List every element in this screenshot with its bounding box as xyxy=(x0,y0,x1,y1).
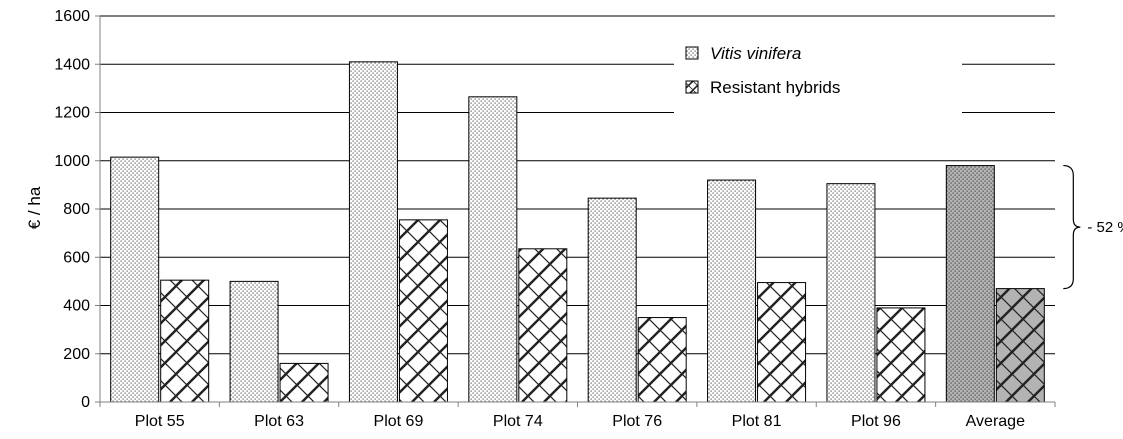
y-tick-label-800: 800 xyxy=(63,201,90,218)
y-axis-title: € / ha xyxy=(25,186,44,229)
legend-swatch-resistant-hybrids xyxy=(685,80,699,94)
legend-background xyxy=(674,30,962,120)
difference-annotation: - 52 % xyxy=(1063,164,1123,290)
y-tick-label-1400: 1400 xyxy=(54,56,90,73)
bar-resistant-hybrids-plot-76 xyxy=(637,317,687,403)
bar-resistant-hybrids-average xyxy=(995,288,1045,403)
bar-resistant-hybrids-plot-96 xyxy=(876,307,926,403)
bar-vitis-vinifera-plot-69 xyxy=(348,61,398,403)
legend-swatch-vitis-vinifera xyxy=(685,46,699,60)
x-tick-label-plot-96: Plot 96 xyxy=(851,413,901,430)
x-tick-labels: Plot 55 Plot 63 Plot 69 Plot 74 Plot 76 Plot … xyxy=(135,413,1025,430)
x-tick-label-plot-74: Plot 74 xyxy=(493,413,543,430)
bar-vitis-vinifera-average xyxy=(945,165,995,403)
y-tick-label-600: 600 xyxy=(63,249,90,266)
x-tick-label-plot-69: Plot 69 xyxy=(374,413,424,430)
bar-vitis-vinifera-plot-74 xyxy=(468,96,518,403)
y-tick-label-0: 0 xyxy=(81,394,90,411)
bar-resistant-hybrids-plot-63 xyxy=(279,362,329,403)
legend-label-resistant-hybrids: Resistant hybrids xyxy=(710,78,840,97)
bar-resistant-hybrids-plot-55 xyxy=(160,279,210,403)
x-tick-label-plot-81: Plot 81 xyxy=(732,413,782,430)
legend-label-vitis-vinifera: Vitis vinifera xyxy=(710,44,801,63)
y-tick-label-1200: 1200 xyxy=(54,105,90,122)
bar-vitis-vinifera-plot-63 xyxy=(229,280,279,403)
bar-vitis-vinifera-plot-55 xyxy=(110,156,160,403)
x-tick-label-plot-76: Plot 76 xyxy=(612,413,662,430)
y-tick-label-1600: 1600 xyxy=(54,8,90,25)
bar-resistant-hybrids-plot-81 xyxy=(757,282,807,403)
bars xyxy=(110,61,1045,403)
y-tick-label-1000: 1000 xyxy=(54,153,90,170)
legend: Vitis vinifera Resistant hybrids xyxy=(674,30,962,120)
x-tick-label-average: Average xyxy=(966,413,1025,430)
bar-vitis-vinifera-plot-76 xyxy=(587,197,637,403)
y-tick-label-200: 200 xyxy=(63,346,90,363)
bar-resistant-hybrids-plot-69 xyxy=(398,219,448,403)
x-tick-label-plot-63: Plot 63 xyxy=(254,413,304,430)
y-tick-labels: 0 200 400 600 800 1000 1200 1400 1600 xyxy=(54,8,100,411)
bar-vitis-vinifera-plot-96 xyxy=(826,183,876,403)
y-tick-label-400: 400 xyxy=(63,298,90,315)
difference-annotation-label: - 52 % xyxy=(1087,219,1123,236)
curly-brace xyxy=(1063,164,1081,290)
bar-vitis-vinifera-plot-81 xyxy=(707,179,757,403)
bar-resistant-hybrids-plot-74 xyxy=(518,248,568,403)
x-tick-label-plot-55: Plot 55 xyxy=(135,413,185,430)
